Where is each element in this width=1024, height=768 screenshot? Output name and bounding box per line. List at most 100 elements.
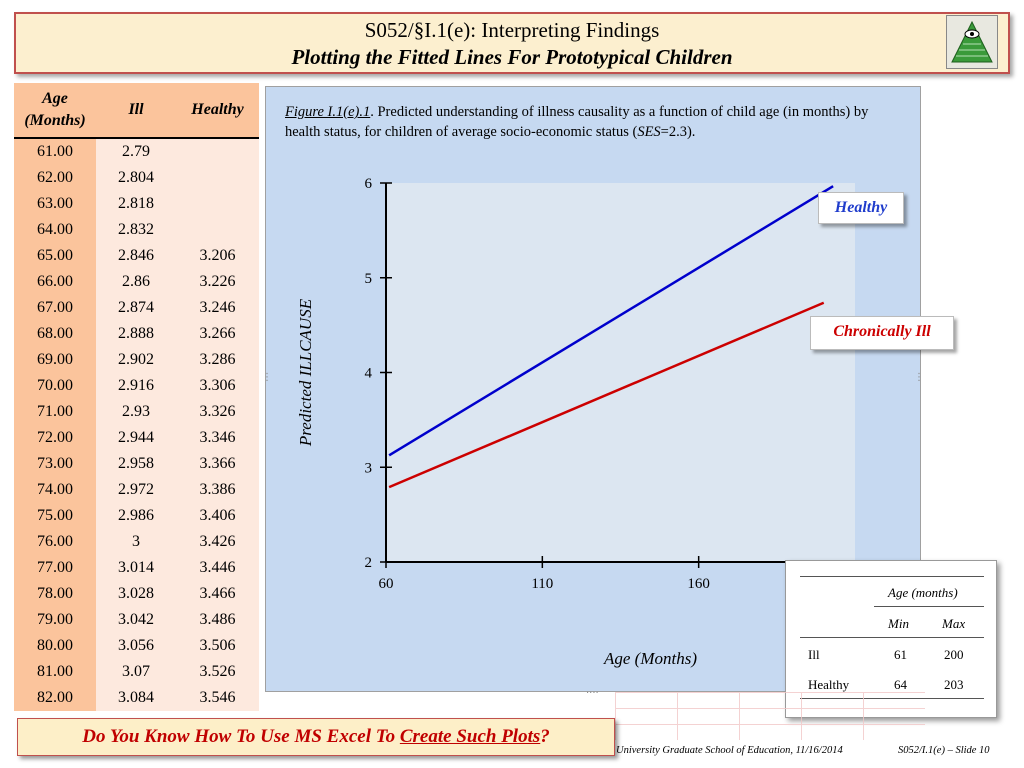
table-cell: 64.00 [14, 217, 96, 243]
table-cell: 2.874 [96, 295, 176, 321]
table-cell: 3 [96, 529, 176, 555]
table-cell: 65.00 [14, 243, 96, 269]
resize-handle-left[interactable]: ⋮ [262, 372, 272, 383]
table-cell: 62.00 [14, 165, 96, 191]
table-row: 74.00 2.972 3.386 [14, 477, 259, 503]
table-cell: 82.00 [14, 685, 96, 711]
footer-institution: University Graduate School of Education,… [616, 745, 843, 756]
table-cell: 3.506 [176, 633, 259, 659]
table-cell [176, 217, 259, 243]
table-cell: 67.00 [14, 295, 96, 321]
create-plots-link[interactable]: Create Such Plots [399, 726, 541, 747]
table-cell: 3.546 [176, 685, 259, 711]
table-row: 63.00 2.818 [14, 191, 259, 217]
pyramid-eye-icon [946, 15, 998, 69]
table-cell: 3.028 [96, 581, 176, 607]
table-body: 61.00 2.79 62.00 2.804 63.00 2.818 64.00 2.832 6… [14, 138, 259, 711]
legend-healthy: Healthy [818, 192, 904, 224]
table-cell: 3.466 [176, 581, 259, 607]
table-cell: 69.00 [14, 347, 96, 373]
table-cell: 61.00 [14, 138, 96, 165]
table-cell: 2.79 [96, 138, 176, 165]
y-tick-label: 6 [365, 176, 373, 192]
table-rule-top [800, 576, 984, 577]
table-cell: 2.972 [96, 477, 176, 503]
table-cell: 3.056 [96, 633, 176, 659]
table-cell: 3.07 [96, 659, 176, 685]
table-row: 77.00 3.014 3.446 [14, 555, 259, 581]
y-axis-label: Predicted ILLCAUSE [296, 298, 315, 447]
summary-cell: 64 [894, 677, 907, 692]
resize-handle-bottom[interactable]: ···· [586, 688, 599, 699]
table-cell: 66.00 [14, 269, 96, 295]
banner-suffix: ? [540, 726, 550, 747]
spreadsheet-grid [615, 692, 925, 740]
table-cell: 2.916 [96, 373, 176, 399]
table-row: 72.00 2.944 3.346 [14, 425, 259, 451]
table-row: 67.00 2.874 3.246 [14, 295, 259, 321]
table-row: 61.00 2.79 [14, 138, 259, 165]
excel-question-banner: Do You Know How To Use MS Excel To Creat… [17, 718, 615, 756]
table-cell: 70.00 [14, 373, 96, 399]
table-row: 80.00 3.056 3.506 [14, 633, 259, 659]
table-cell: 2.902 [96, 347, 176, 373]
table-cell: 73.00 [14, 451, 96, 477]
table-cell: 77.00 [14, 555, 96, 581]
x-tick-label: 60 [379, 576, 394, 592]
summary-row-label: Healthy [808, 677, 850, 692]
column-header-ill: Ill [96, 83, 176, 139]
table-cell: 80.00 [14, 633, 96, 659]
footer-slide-number: S052/I.1(e) – Slide 10 [898, 745, 990, 756]
caption-ses: SES [637, 124, 661, 140]
table-cell: 3.386 [176, 477, 259, 503]
table-cell: 3.406 [176, 503, 259, 529]
resize-handle-right[interactable]: ⋮ [914, 372, 924, 383]
plot-background [386, 183, 855, 562]
table-cell: 2.832 [96, 217, 176, 243]
table-row: 65.00 2.846 3.206 [14, 243, 259, 269]
table-row: 76.00 3 3.426 [14, 529, 259, 555]
table-cell: 2.818 [96, 191, 176, 217]
x-tick-label: 160 [687, 576, 710, 592]
table-row: 75.00 2.986 3.406 [14, 503, 259, 529]
column-header-age: Age (Months) [14, 83, 96, 139]
table-cell: 81.00 [14, 659, 96, 685]
table-cell: 79.00 [14, 607, 96, 633]
table-row: 62.00 2.804 [14, 165, 259, 191]
table-cell: 3.286 [176, 347, 259, 373]
y-tick-label: 2 [365, 555, 373, 571]
table-cell: 76.00 [14, 529, 96, 555]
series-line-healthy [388, 185, 834, 457]
title-bar: S052/§I.1(e): Interpreting Findings Plot… [14, 12, 1010, 74]
summary-header-max: Max [942, 616, 966, 631]
caption-text: . Predicted understanding of illness cau… [285, 104, 869, 140]
table-cell: 3.014 [96, 555, 176, 581]
table-row: 81.00 3.07 3.526 [14, 659, 259, 685]
table-cell: 3.426 [176, 529, 259, 555]
table-cell: 2.804 [96, 165, 176, 191]
table-cell: 3.306 [176, 373, 259, 399]
summary-cell: 203 [944, 677, 964, 692]
table-cell: 75.00 [14, 503, 96, 529]
table-cell: 3.326 [176, 399, 259, 425]
table-cell [176, 191, 259, 217]
table-row: 78.00 3.028 3.466 [14, 581, 259, 607]
table-cell: 3.246 [176, 295, 259, 321]
table-row: 73.00 2.958 3.366 [14, 451, 259, 477]
table-cell: 68.00 [14, 321, 96, 347]
table-cell: 2.944 [96, 425, 176, 451]
figure-caption: Figure I.1(e).1. Predicted understanding… [285, 102, 905, 142]
table-cell: 3.446 [176, 555, 259, 581]
table-row: 82.00 3.084 3.546 [14, 685, 259, 711]
x-axis-label: Age (Months) [603, 649, 697, 668]
table-cell [176, 165, 259, 191]
table-cell: 63.00 [14, 191, 96, 217]
table-row: 71.00 2.93 3.326 [14, 399, 259, 425]
legend-chronically-ill: Chronically Ill [810, 316, 954, 350]
table-header-row: Age (Months) Ill Healthy [14, 83, 259, 139]
table-cell: 72.00 [14, 425, 96, 451]
table-cell: 3.226 [176, 269, 259, 295]
y-tick-label: 3 [365, 460, 373, 476]
summary-cell: 200 [944, 647, 964, 662]
table-cell: 78.00 [14, 581, 96, 607]
